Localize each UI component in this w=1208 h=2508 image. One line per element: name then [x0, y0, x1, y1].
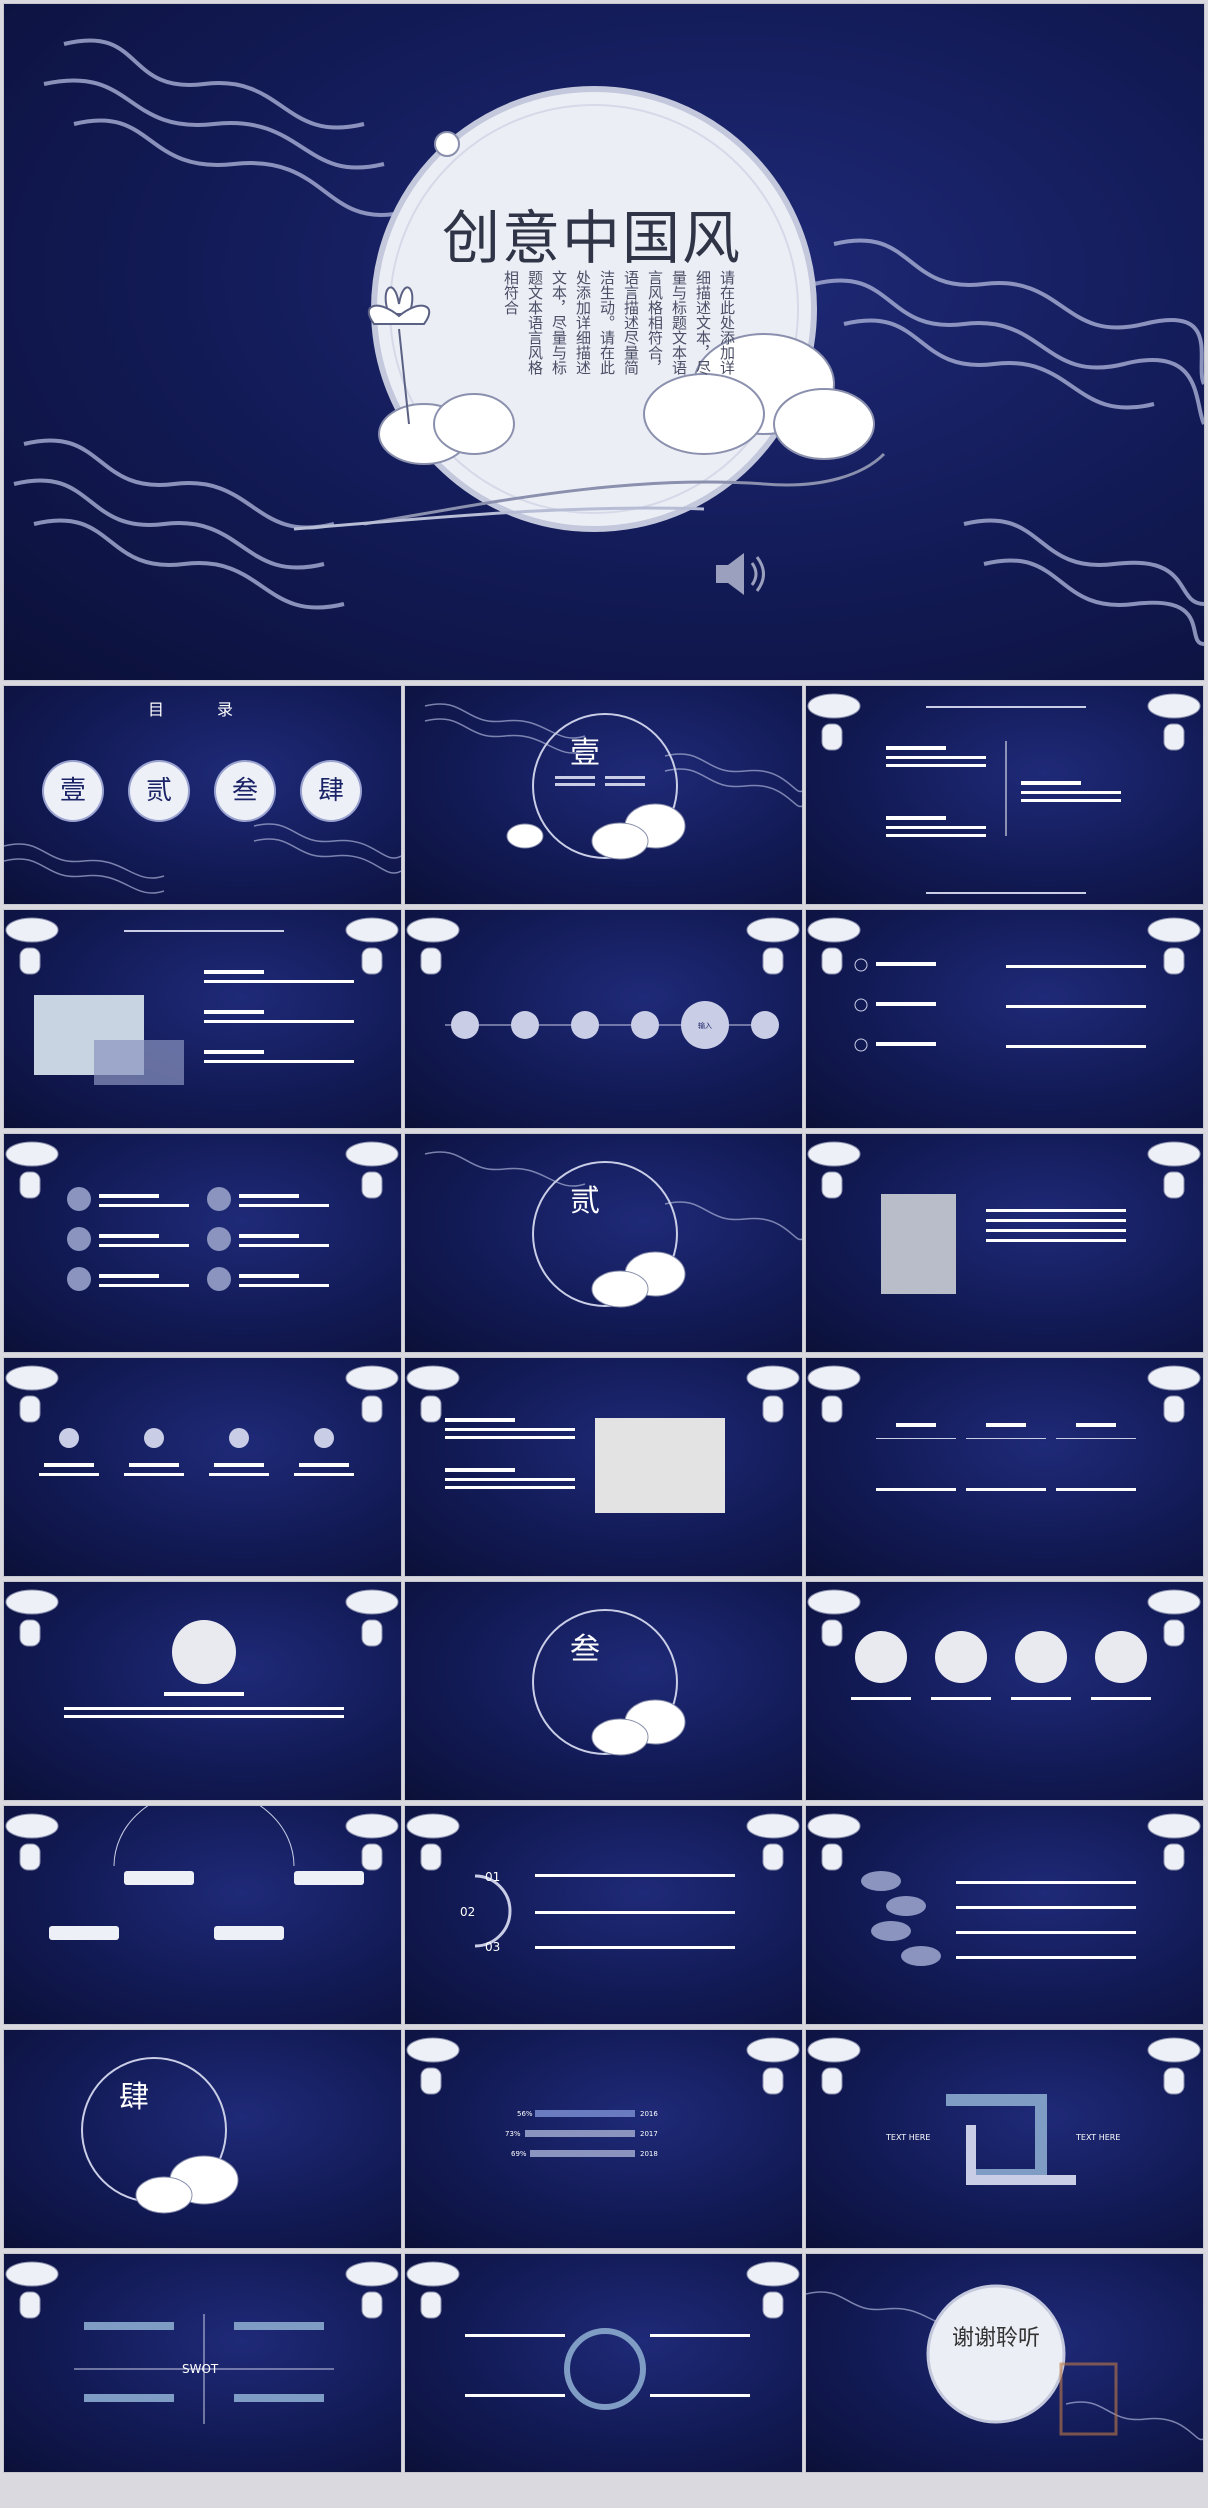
- hero-decor: [13, 38, 1204, 646]
- slide-three-columns[interactable]: [806, 1358, 1203, 1576]
- toc-title: 目 录: [147, 700, 258, 719]
- text-here-left: TEXT HERE: [885, 2133, 930, 2142]
- slide-progress[interactable]: 56% 73% 69% 2016 2017 2018: [405, 2030, 802, 2248]
- section-number: 叁: [570, 1632, 600, 1667]
- title-slide[interactable]: 创意中国风 请在此处添加详细描述文本，尽量与标题文本语言风格相符合，语言描述尽量…: [4, 4, 1204, 680]
- slide-numbered[interactable]: 01 02 03: [405, 1806, 802, 2024]
- swot-label: SWOT: [182, 2362, 219, 2376]
- thanks-title: 谢谢聆听: [951, 2326, 1040, 2351]
- slide-text-here[interactable]: TEXT HERE TEXT HERE: [806, 2030, 1203, 2248]
- slide-circle-image[interactable]: [4, 1582, 401, 1800]
- cloud-lantern-left: [807, 693, 861, 751]
- slide-boxes[interactable]: [4, 1806, 401, 2024]
- slide-clouds-list[interactable]: [806, 1806, 1203, 2024]
- year-2018: 2018: [640, 2150, 658, 2158]
- slide-image-text[interactable]: [4, 910, 401, 1128]
- cloud-wave-illustration: [293, 333, 886, 531]
- step-02: 02: [460, 1905, 475, 1919]
- section-number: 贰: [570, 1184, 600, 1219]
- svg-text:输入: 输入: [698, 1021, 712, 1030]
- slide-text-photo[interactable]: [405, 1358, 802, 1576]
- wave-pattern-right: [813, 238, 1204, 646]
- toc-item-3[interactable]: 叁: [216, 762, 274, 820]
- lotus-icon: [367, 286, 431, 425]
- slide-swot[interactable]: SWOT: [4, 2254, 401, 2472]
- toc-item-1[interactable]: 壹: [44, 762, 102, 820]
- seal-stamp: [1059, 2362, 1118, 2436]
- toc-item-4[interactable]: 肆: [302, 762, 360, 820]
- slide-four-circles[interactable]: [806, 1582, 1203, 1800]
- text-here-right: TEXT HERE: [1075, 2133, 1120, 2142]
- wave-pattern-left: [13, 38, 395, 610]
- slide-timeline[interactable]: [806, 686, 1203, 904]
- slide-section-four[interactable]: 肆: [4, 2030, 401, 2248]
- section-number: 壹: [570, 736, 600, 771]
- slide-four-icons[interactable]: [4, 1358, 401, 1576]
- speaker-icon[interactable]: [712, 549, 772, 599]
- slide-thanks[interactable]: 谢谢聆听: [806, 2254, 1203, 2472]
- hero-title: 创意中国风: [442, 204, 743, 272]
- bar-label-73: 73%: [505, 2130, 521, 2138]
- slide-section-one[interactable]: 壹: [405, 686, 802, 904]
- ink-painting: [881, 1194, 956, 1294]
- slide-section-three[interactable]: 叁: [405, 1582, 802, 1800]
- year-2016: 2016: [640, 2110, 658, 2118]
- ink-lotus-photo: [595, 1418, 725, 1513]
- year-2017: 2017: [640, 2130, 658, 2138]
- toc-item-2[interactable]: 贰: [130, 762, 188, 820]
- slide-flow[interactable]: 输入: [405, 910, 802, 1128]
- slide-quote[interactable]: [806, 1134, 1203, 1352]
- hero-description: 请在此处添加详细描述文本，尽量与标题文本语言风格相符合，语言描述尽量简洁生动。请…: [502, 270, 736, 375]
- step-01: 01: [485, 1870, 500, 1884]
- slide-section-two[interactable]: 贰: [405, 1134, 802, 1352]
- section-number: 肆: [119, 2080, 149, 2115]
- slide-icon-grid[interactable]: [4, 1134, 401, 1352]
- bar-label-56: 56%: [517, 2110, 533, 2118]
- slide-center-circle[interactable]: [405, 2254, 802, 2472]
- slide-toc[interactable]: 目 录 壹 贰 叁 肆: [4, 686, 401, 904]
- slide-numbered-list[interactable]: [806, 910, 1203, 1128]
- bar-label-69: 69%: [511, 2150, 527, 2158]
- step-03: 03: [485, 1940, 500, 1954]
- cloud-lantern-right: [1147, 693, 1201, 751]
